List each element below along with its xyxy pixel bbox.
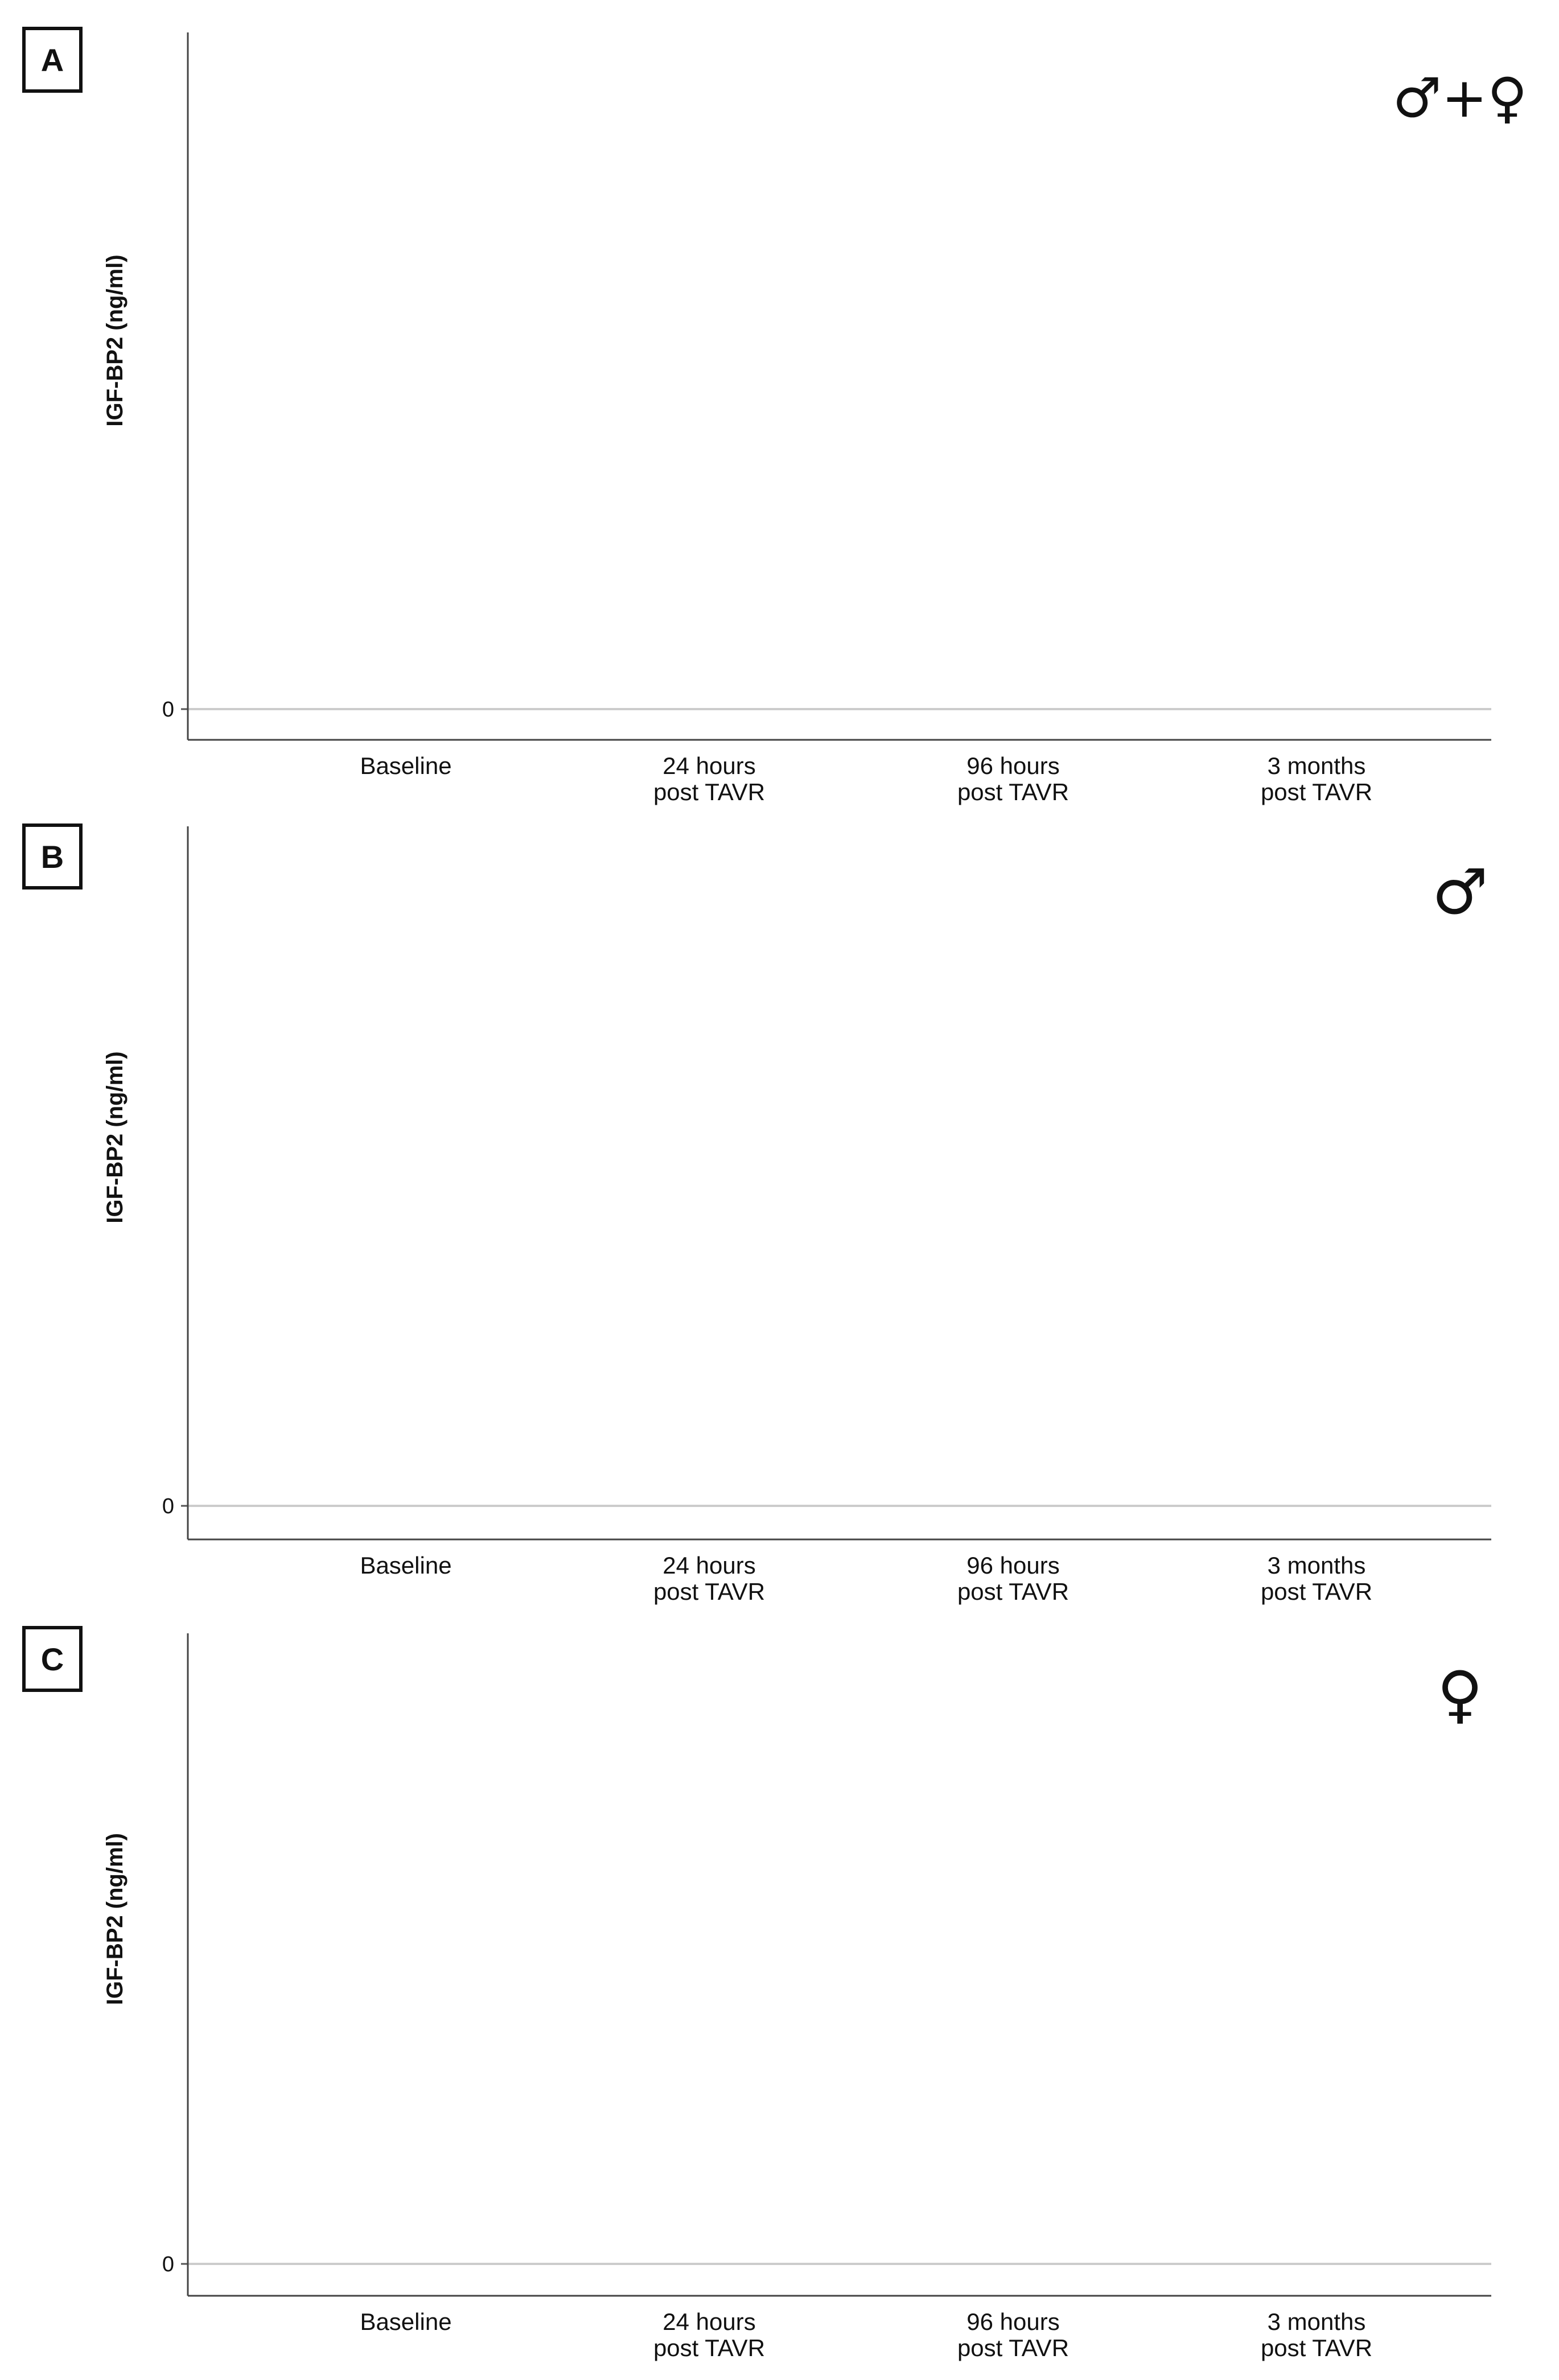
- x-category-label: post TAVR: [653, 779, 765, 805]
- x-category-label: 96 hours: [966, 1552, 1059, 1579]
- x-category-label: post TAVR: [1261, 1578, 1372, 1605]
- y-tick-label: 0: [162, 698, 174, 722]
- panel-a: A0100200300400500600IGF-BP2 (ng/ml)Basel…: [22, 27, 1528, 805]
- panel-label: A: [41, 42, 64, 78]
- y-tick-label: 0: [162, 1494, 174, 1518]
- x-category-label: Baseline: [360, 752, 451, 779]
- x-category-label: post TAVR: [653, 2334, 765, 2361]
- panel-b: B0100200300400500600IGF-BP2 (ng/ml)Basel…: [22, 823, 1491, 1605]
- sex-symbol-icon: ♂+♀: [1393, 66, 1528, 130]
- x-category-label: post TAVR: [653, 1578, 765, 1605]
- x-category-label: 24 hours: [663, 752, 755, 779]
- x-category-label: post TAVR: [957, 2334, 1069, 2361]
- x-category-label: post TAVR: [957, 1578, 1069, 1605]
- x-category-label: 24 hours: [663, 1552, 755, 1579]
- x-category-label: 24 hours: [663, 2308, 755, 2335]
- x-category-label: 96 hours: [966, 2308, 1059, 2335]
- panel-label-box: [22, 27, 83, 93]
- panel-label-box: [22, 1626, 83, 1692]
- y-axis-label: IGF-BP2 (ng/ml): [102, 1051, 127, 1223]
- x-category-label: post TAVR: [1261, 2334, 1372, 2361]
- x-category-label: Baseline: [360, 1552, 451, 1579]
- panel-label-box: [22, 823, 83, 890]
- panel-label: B: [41, 839, 64, 875]
- sex-symbol-icon: ♂: [1432, 855, 1488, 928]
- x-category-label: 3 months: [1268, 2308, 1366, 2335]
- y-axis-label: IGF-BP2 (ng/ml): [102, 1833, 127, 2005]
- panel-label: C: [41, 1641, 64, 1677]
- y-axis-label: IGF-BP2 (ng/ml): [102, 254, 127, 426]
- x-category-label: 3 months: [1268, 752, 1366, 779]
- panel-c: C0100200300400500600IGF-BP2 (ng/ml)Basel…: [22, 1626, 1491, 2361]
- x-category-label: post TAVR: [957, 779, 1069, 805]
- x-category-label: Baseline: [360, 2308, 451, 2335]
- x-category-label: post TAVR: [1261, 779, 1372, 805]
- y-tick-label: 0: [162, 2253, 174, 2276]
- x-category-label: 96 hours: [966, 752, 1059, 779]
- x-category-label: 3 months: [1268, 1552, 1366, 1579]
- sex-symbol-icon: ♀: [1437, 1658, 1483, 1731]
